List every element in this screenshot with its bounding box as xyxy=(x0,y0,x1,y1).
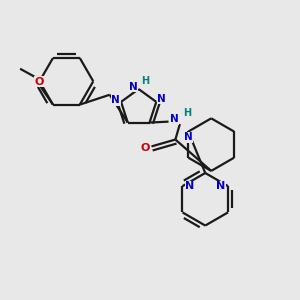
Text: O: O xyxy=(35,76,44,87)
Text: N: N xyxy=(184,133,193,142)
Text: N: N xyxy=(185,181,195,191)
Text: N: N xyxy=(216,181,225,191)
Text: N: N xyxy=(129,82,138,92)
Text: O: O xyxy=(140,143,150,153)
Text: N: N xyxy=(111,95,120,105)
Text: N: N xyxy=(170,114,179,124)
Text: H: H xyxy=(141,76,149,86)
Text: H: H xyxy=(183,108,191,118)
Text: N: N xyxy=(157,94,166,104)
